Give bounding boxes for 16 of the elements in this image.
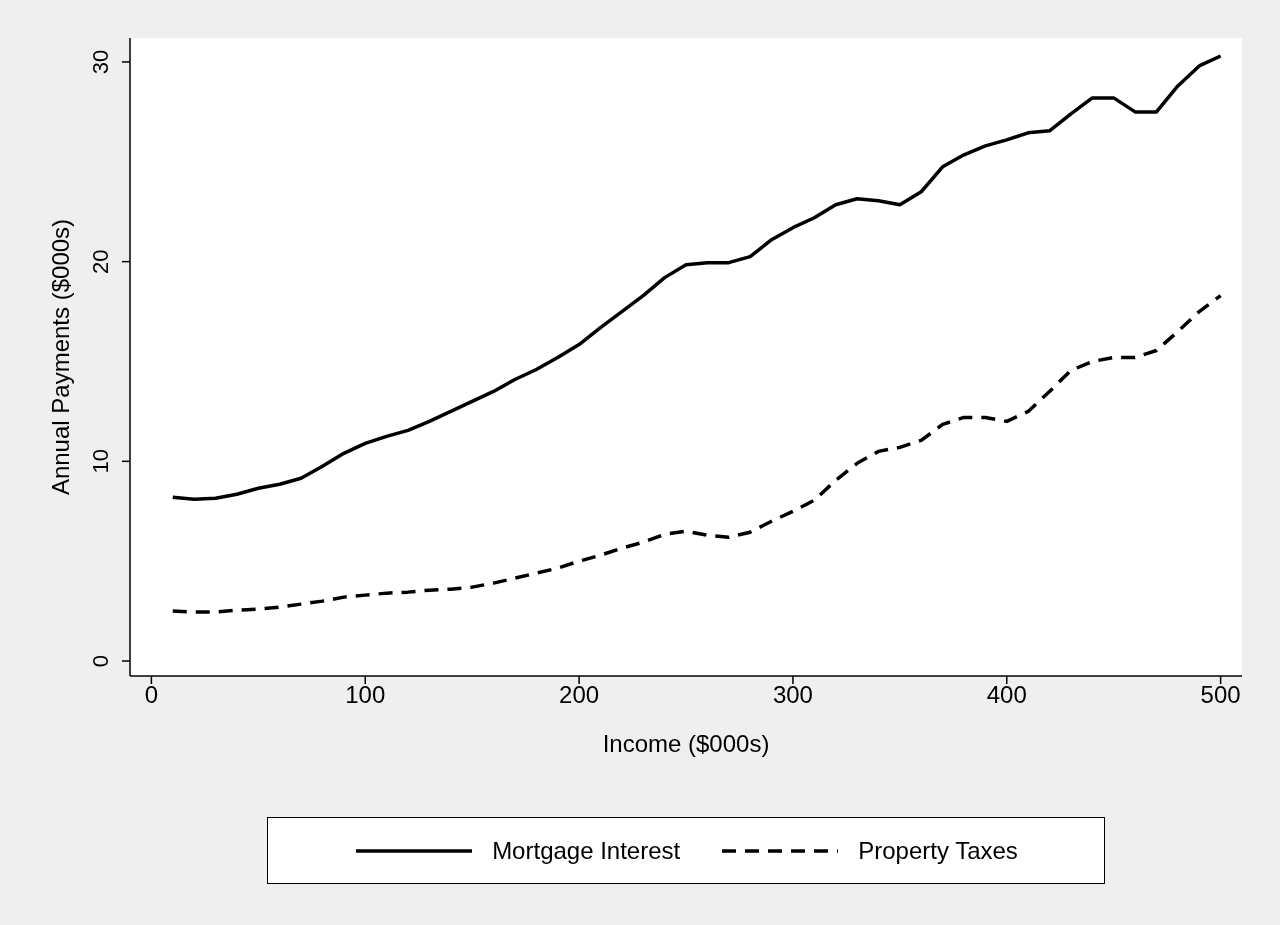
- line-series: [171, 54, 1223, 502]
- y-axis-title: Annual Payments ($000s): [46, 218, 74, 496]
- y-tick-label: 20: [88, 249, 113, 274]
- x-tick-label: 500: [1200, 681, 1241, 709]
- x-tick-label: 400: [986, 681, 1027, 709]
- y-tick-label: 30: [88, 49, 113, 75]
- y-tick-label: 0: [88, 654, 113, 668]
- legend-label: Property Taxes: [858, 836, 1018, 865]
- line-series: [171, 293, 1223, 614]
- x-tick-label: 0: [144, 681, 159, 709]
- x-tick-label: 300: [772, 681, 813, 709]
- y-tick-label: 10: [88, 449, 113, 474]
- x-axis-title: Income ($000s): [602, 730, 770, 757]
- x-tick-label: 200: [559, 681, 600, 709]
- x-tick-label: 100: [345, 681, 386, 709]
- legend-label: Mortgage Interest: [492, 836, 681, 865]
